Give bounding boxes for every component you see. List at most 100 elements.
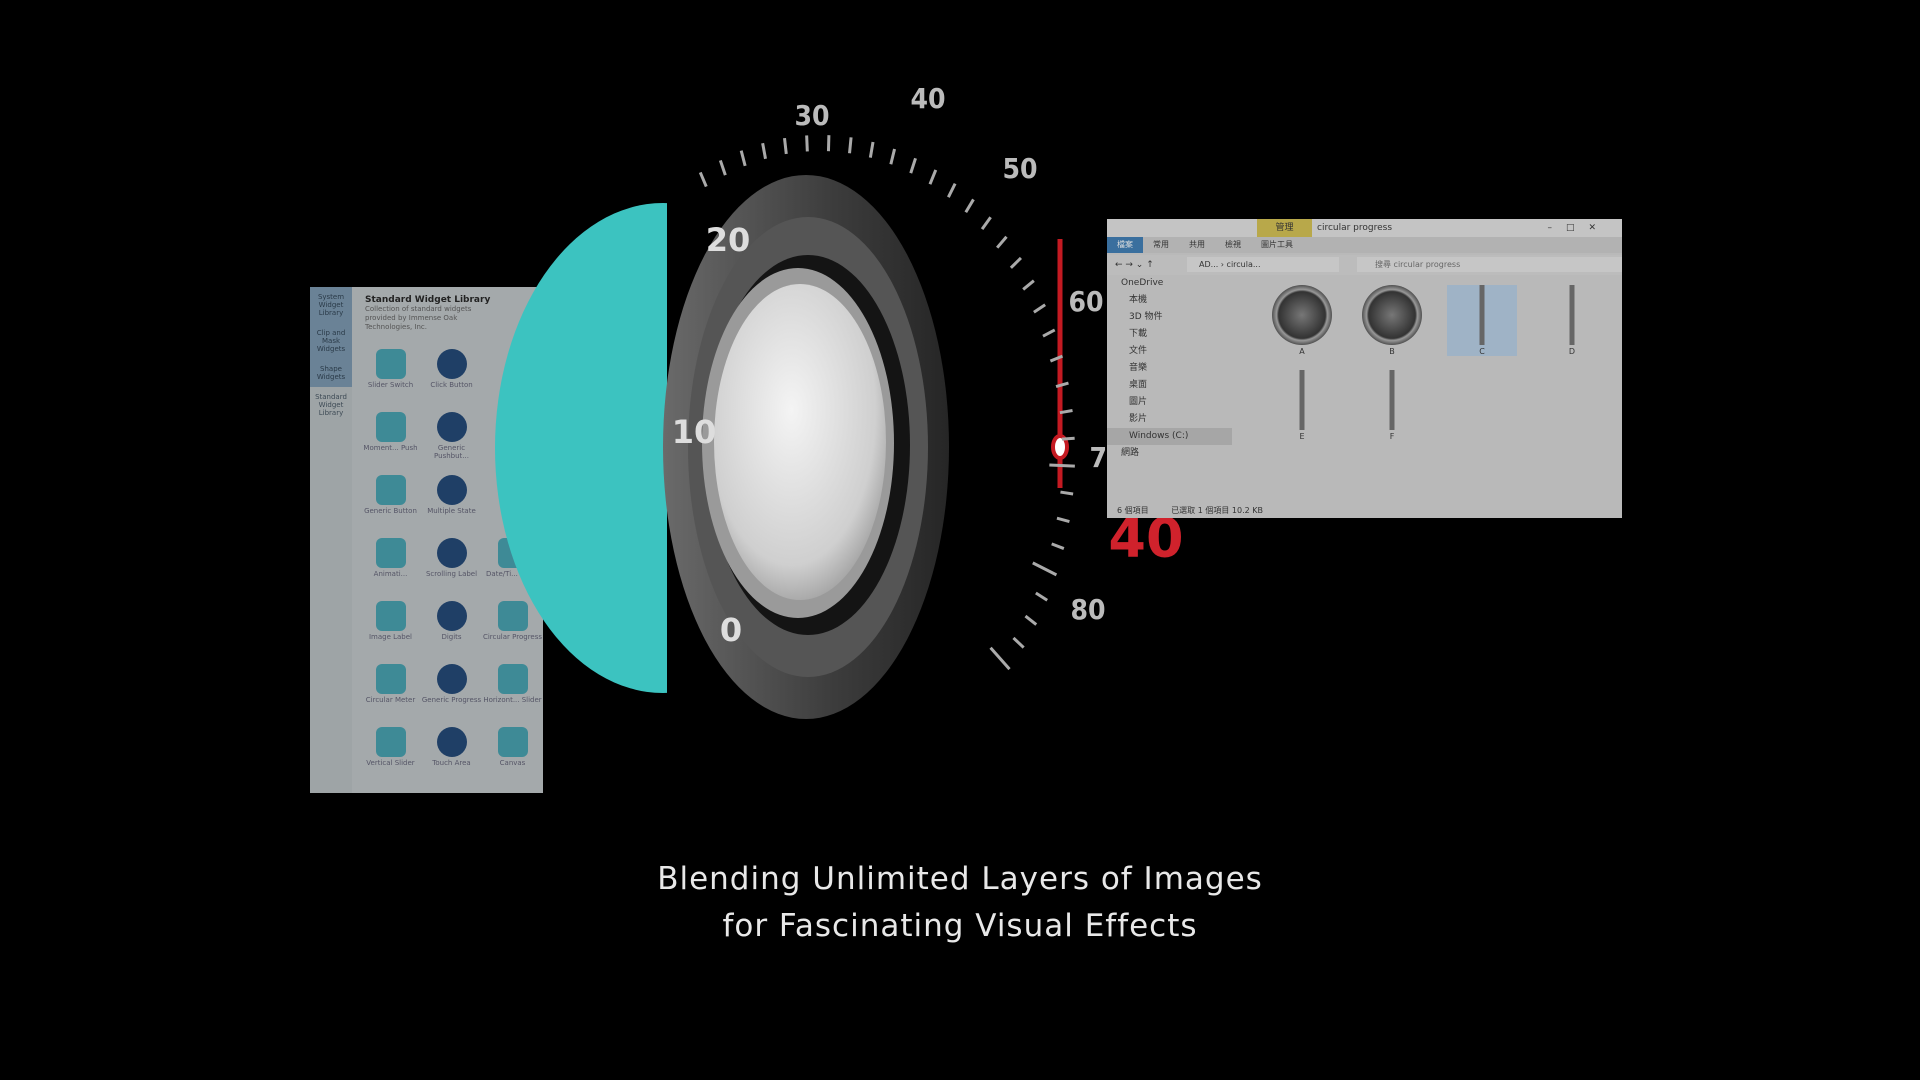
widget-label: Date/Ti... Label [486, 570, 539, 578]
widget: Generic Progress [421, 664, 482, 727]
widget-label: Slider Switch [367, 381, 414, 389]
widget: Circular Meter [360, 664, 421, 727]
sidebar: System Widget Library Clip and Mask Widge… [310, 287, 352, 793]
widget: Circular Progress [482, 601, 543, 664]
address-row: ← → ⌄ ↑ AD... › circula... 搜尋 circular p… [1107, 255, 1622, 275]
tick [889, 148, 897, 165]
library-title: Standard Widget Library [365, 295, 491, 305]
tick [805, 135, 809, 152]
widget-label: Canvas [499, 759, 526, 767]
widget-icon [375, 538, 406, 568]
nav-item: 本機 [1129, 295, 1148, 305]
widget-label: Vertical Slider [366, 759, 415, 767]
tick [928, 169, 938, 185]
tick [1035, 591, 1049, 602]
file-thumb [1272, 285, 1332, 345]
file-thumb [1542, 285, 1602, 345]
file: D [1537, 285, 1607, 356]
sidebar-item: System Widget Library [310, 287, 352, 323]
file-thumb [1272, 370, 1332, 430]
tick [1055, 381, 1069, 389]
tick [1049, 354, 1064, 363]
widget: Digits [421, 601, 482, 664]
tick [1056, 516, 1070, 523]
tick [718, 159, 727, 176]
tick [1022, 279, 1035, 291]
tick [964, 198, 975, 213]
status-bar: 6 個項目 已選取 1 個項目 10.2 KB [1107, 503, 1622, 518]
widget-label: Generic Button [364, 507, 417, 515]
teal-layer [495, 203, 667, 693]
tick [783, 137, 788, 155]
widget-label: Horizont... Slider [483, 696, 542, 704]
file-thumb [1362, 370, 1422, 430]
tick [1060, 490, 1074, 496]
tick [1012, 636, 1025, 649]
tick [996, 235, 1008, 249]
nav-pane: OneDrive 本機 3D 物件 下載 文件 音樂 桌面 圖片 影片 Windows (C:) 網… [1107, 275, 1232, 500]
widget-row: Slider Switch Click Button [360, 349, 543, 412]
tick [1032, 561, 1058, 577]
dial-label: 10 [672, 413, 717, 451]
widget-icon [436, 727, 467, 757]
window-controls: –□✕ [1547, 223, 1610, 233]
library-subtitle: Collection of standard widgets provided … [365, 305, 472, 331]
ribbon-tab: 檢視 [1225, 240, 1241, 249]
sidebar-item: Clip and Mask Widgets [310, 323, 352, 359]
file-pane: A B C D E F [1237, 275, 1617, 500]
widget-icon [497, 601, 528, 631]
tick [909, 157, 917, 174]
widget-icon [497, 727, 528, 757]
tick [868, 141, 875, 158]
knob [714, 284, 886, 600]
tick [947, 182, 957, 198]
widget-icon [375, 664, 406, 694]
widget: Moment... Push [360, 412, 421, 475]
nav-item: OneDrive [1121, 278, 1164, 288]
widget-icon [436, 412, 467, 442]
widget: Multiple State [421, 475, 482, 538]
file: A [1267, 285, 1337, 356]
nav-item: 下載 [1129, 329, 1148, 339]
gauge-label: 30 [794, 99, 829, 132]
widget-label: Image Label [368, 633, 413, 641]
context-tab: 管理 [1257, 219, 1312, 237]
widget-row: Image Label Digits Circular Progress [360, 601, 543, 664]
widget: Vertical Slider [360, 727, 421, 790]
caption: Blending Unlimited Layers of Images for … [0, 856, 1920, 950]
sidebar-item: Shape Widgets [310, 359, 352, 387]
ribbon: 檔案 常用 共用 檢視 圖片工具 [1107, 237, 1622, 253]
ticks: 3040506070802010040 [672, 82, 1184, 671]
dial-label: 20 [706, 221, 751, 259]
widget: Horizont... Slider [482, 664, 543, 727]
widget-label: Circular Meter [365, 696, 416, 704]
gauge-label: 80 [1070, 593, 1105, 626]
widget-row: Generic Button Multiple State [360, 475, 543, 538]
widget-icon [436, 664, 467, 694]
widget: Generic Button [360, 475, 421, 538]
nav-item: 影片 [1129, 414, 1148, 424]
file-name: F [1389, 432, 1395, 441]
widget-icon [375, 412, 406, 442]
status-count: 6 個項目 [1117, 506, 1149, 515]
address: AD... › circula... [1187, 257, 1339, 272]
tick [1061, 436, 1075, 441]
tick [1033, 303, 1046, 314]
widget-grid: Slider Switch Click Button Moment... Push G… [360, 349, 543, 790]
widget: Scrolling Label [421, 538, 482, 601]
file: C [1447, 285, 1517, 356]
file-explorer: 管理 circular progress –□✕ 檔案 常用 共用 檢視 圖片工具 ← … [1107, 219, 1622, 518]
widget-icon [436, 538, 467, 568]
widget-icon [436, 601, 467, 631]
gauge-label: 60 [1068, 285, 1103, 318]
widget-icon [497, 664, 528, 694]
tick [848, 137, 853, 154]
tick [989, 646, 1011, 671]
file-thumb [1452, 285, 1512, 345]
widget-label: Generic Pushbut... [434, 444, 469, 460]
widget-icon [375, 349, 406, 379]
tick [761, 142, 767, 160]
widget-icon [375, 727, 406, 757]
